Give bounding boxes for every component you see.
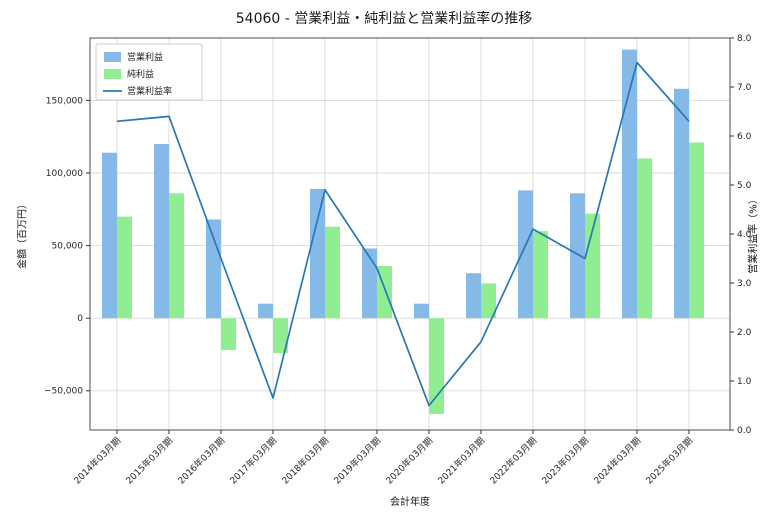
y-tick-label-right: 7.0 xyxy=(737,83,752,93)
x-tick-label: 2015年03月期 xyxy=(123,435,175,487)
x-tick-label: 2018年03月期 xyxy=(279,435,331,487)
y-tick-label-right: 8.0 xyxy=(737,34,752,44)
y-tick-label-right: 6.0 xyxy=(737,132,752,142)
x-tick-label: 2022年03月期 xyxy=(487,435,539,487)
x-tick-label: 2021年03月期 xyxy=(435,435,487,487)
legend-swatch-net-income xyxy=(104,69,121,79)
y-tick-label-left: 50,000 xyxy=(52,241,84,251)
bar-net-income xyxy=(429,318,444,414)
bar-operating-income xyxy=(154,144,169,319)
y-tick-label-right: 4.0 xyxy=(737,230,752,240)
bar-net-income xyxy=(221,318,236,351)
x-tick-label: 2025年03月期 xyxy=(643,435,695,487)
bar-net-income xyxy=(117,216,132,319)
bar-operating-income xyxy=(362,248,377,319)
x-tick-label: 2023年03月期 xyxy=(539,435,591,487)
y-tick-label-right: 2.0 xyxy=(737,328,752,338)
bar-operating-income xyxy=(102,152,117,319)
y-tick-label-left: −50,000 xyxy=(44,387,83,397)
x-tick-label: 2020年03月期 xyxy=(383,435,435,487)
bar-operating-income xyxy=(310,189,325,319)
bar-operating-income xyxy=(674,88,689,319)
x-tick-label: 2017年03月期 xyxy=(227,435,279,487)
y-tick-label-right: 1.0 xyxy=(737,377,752,387)
legend-box xyxy=(95,43,203,101)
bar-operating-income xyxy=(466,273,481,319)
series-net-income xyxy=(117,142,704,414)
legend-label-operating-margin: 営業利益率 xyxy=(127,85,172,97)
bar-operating-income xyxy=(258,303,273,319)
bar-net-income xyxy=(169,193,184,319)
bar-net-income xyxy=(585,213,600,319)
y-tick-label-left: 150,000 xyxy=(46,96,83,106)
bar-operating-income xyxy=(206,219,221,319)
legend-swatch-operating-income xyxy=(104,52,121,62)
bar-operating-income xyxy=(414,303,429,319)
y-tick-label-right: 3.0 xyxy=(737,279,752,289)
bar-operating-income xyxy=(622,49,637,319)
bar-net-income xyxy=(481,283,496,319)
y-tick-label-right: 0.0 xyxy=(737,426,752,436)
bar-net-income xyxy=(273,318,288,353)
x-tick-label: 2016年03月期 xyxy=(175,435,227,487)
legend-label-net-income: 純利益 xyxy=(127,68,154,80)
series-operating-income xyxy=(102,49,689,319)
bar-operating-income xyxy=(570,193,585,319)
y-tick-label-right: 5.0 xyxy=(737,181,752,191)
x-tick-label: 2019年03月期 xyxy=(331,435,383,487)
x-tick-label: 2024年03月期 xyxy=(591,435,643,487)
y-tick-label-left: 100,000 xyxy=(46,169,83,179)
bar-net-income xyxy=(325,226,340,319)
x-tick-label: 2014年03月期 xyxy=(71,435,123,487)
bar-net-income xyxy=(637,158,652,319)
legend-label-operating-income: 営業利益 xyxy=(127,51,163,63)
chart-title: 54060 - 営業利益・純利益と営業利益率の推移 xyxy=(235,11,533,27)
bar-net-income xyxy=(689,142,704,319)
y-tick-label-left: 0 xyxy=(77,314,83,324)
bar-operating-income xyxy=(518,190,533,319)
line-operating-margin xyxy=(116,61,690,407)
bar-net-income xyxy=(533,231,548,319)
x-axis-label: 会計年度 xyxy=(390,497,430,508)
